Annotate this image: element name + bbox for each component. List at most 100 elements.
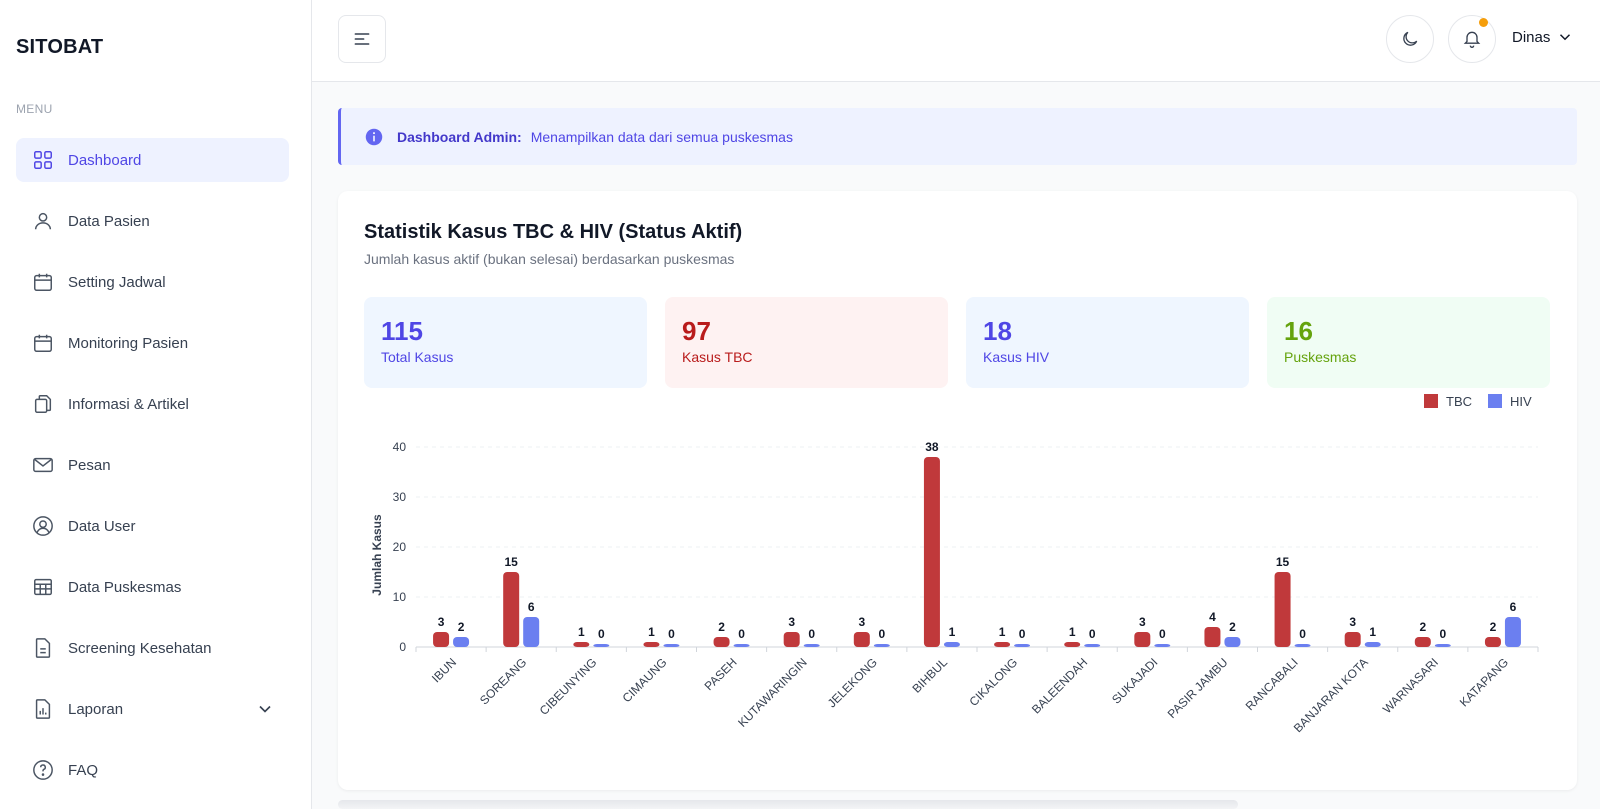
y-tick-label: 30 <box>393 490 407 504</box>
legend-label: TBC <box>1446 394 1472 409</box>
bar-value-label: 3 <box>858 615 865 629</box>
sidebar-item-monitoring-pasien[interactable]: Monitoring Pasien <box>16 321 289 365</box>
sidebar-item-label: Setting Jadwal <box>68 273 166 291</box>
chevron-down-icon <box>1560 34 1571 41</box>
sidebar-item-pesan[interactable]: Pesan <box>16 443 289 487</box>
x-tick-label: IBUN <box>429 655 459 685</box>
bar-value-label: 0 <box>668 627 675 641</box>
bar-value-label: 2 <box>458 620 465 634</box>
legend-tbc-swatch <box>1424 394 1438 408</box>
hiv-bar <box>873 644 890 647</box>
bar-chart-icon <box>31 697 55 721</box>
next-card-edge <box>338 800 1238 809</box>
hiv-bar <box>1224 637 1241 647</box>
x-tick-label: KATAPANG <box>1457 655 1511 709</box>
bar-value-label: 38 <box>925 440 939 454</box>
sidebar-item-setting-jadwal[interactable]: Setting Jadwal <box>16 260 289 304</box>
sidebar-item-data-puskesmas[interactable]: Data Puskesmas <box>16 565 289 609</box>
notifications-button[interactable] <box>1448 15 1496 63</box>
bar-value-label: 0 <box>598 627 605 641</box>
x-tick-label: BANJARAN KOTA <box>1291 655 1371 735</box>
sidebar-item-laporan[interactable]: Laporan <box>16 687 289 731</box>
hiv-bar <box>803 644 820 647</box>
tbc-bar <box>1484 637 1501 647</box>
bar-value-label: 1 <box>999 625 1006 639</box>
bar-value-label: 0 <box>1439 627 1446 641</box>
sidebar-item-label: Data Puskesmas <box>68 578 182 596</box>
bar-value-label: 3 <box>1349 615 1356 629</box>
tbc-bar <box>503 572 520 647</box>
stat-label: Kasus TBC <box>682 349 753 365</box>
x-tick-label: CIKALONG <box>966 655 1020 709</box>
tbc-bar <box>1064 642 1081 647</box>
mail-icon <box>31 453 55 477</box>
sidebar-item-data-pasien[interactable]: Data Pasien <box>16 199 289 243</box>
hiv-bar <box>593 644 610 647</box>
bar-value-label: 0 <box>1019 627 1026 641</box>
user-name: Dinas <box>1512 28 1551 46</box>
bar-value-label: 3 <box>1139 615 1146 629</box>
help-circle-icon <box>31 758 55 782</box>
x-tick-label: RANCABALI <box>1243 655 1301 713</box>
sidebar-item-dashboard[interactable]: Dashboard <box>16 138 289 182</box>
x-tick-label: CIBEUNYING <box>537 655 600 718</box>
theme-toggle-button[interactable] <box>1386 15 1434 63</box>
tbc-bar <box>1344 632 1361 647</box>
tbc-bar <box>643 642 660 647</box>
hiv-bar <box>1014 644 1031 647</box>
hiv-bar <box>943 642 960 647</box>
legend-hiv-swatch <box>1488 394 1502 408</box>
sidebar-item-faq[interactable]: FAQ <box>16 748 289 792</box>
sidebar-item-screening-kesehatan[interactable]: Screening Kesehatan <box>16 626 289 670</box>
stat-value: 97 <box>682 316 711 346</box>
sidebar-item-label: Dashboard <box>68 151 142 169</box>
x-tick-label: KUTAWARINGIN <box>735 655 810 730</box>
tbc-bar <box>1274 572 1291 647</box>
tbc-bar <box>573 642 590 647</box>
stat-value: 18 <box>983 316 1012 346</box>
chevron-down-icon[interactable] <box>255 699 275 719</box>
sidebar-item-label: Monitoring Pasien <box>68 334 189 352</box>
sidebar-item-label: Informasi & Artikel <box>68 395 189 413</box>
stat-kasus-hiv: 18 Kasus HIV <box>966 297 1249 388</box>
sidebar: SITOBAT MENU Dashboard Data Pasien Setti… <box>0 0 312 809</box>
hiv-bar <box>523 617 540 647</box>
sidebar-item-label: Pesan <box>68 456 111 474</box>
user-icon <box>31 209 55 233</box>
x-tick-label: PASEH <box>702 655 740 693</box>
bar-value-label: 3 <box>438 615 445 629</box>
hiv-bar <box>1434 644 1451 647</box>
info-icon <box>365 128 383 145</box>
x-tick-label: BIHBUL <box>909 655 950 696</box>
tbc-bar <box>433 632 450 647</box>
bar-value-label: 0 <box>1299 627 1306 641</box>
bar-value-label: 0 <box>1089 627 1096 641</box>
bar-value-label: 0 <box>738 627 745 641</box>
bar-value-label: 2 <box>1490 620 1497 634</box>
x-tick-label: JELEKONG <box>825 655 880 710</box>
bar-value-label: 0 <box>808 627 815 641</box>
bar-value-label: 1 <box>1369 625 1376 639</box>
alert-message: Menampilkan data dari semua puskesmas <box>530 128 793 145</box>
bar-value-label: 6 <box>1510 600 1517 614</box>
x-tick-label: BALEENDAH <box>1029 655 1090 716</box>
sidebar-item-label: Data User <box>68 517 136 535</box>
hiv-bar <box>1504 617 1521 647</box>
sidebar-item-data-user[interactable]: Data User <box>16 504 289 548</box>
calendar-icon <box>31 270 55 294</box>
bell-icon <box>1463 31 1481 48</box>
stat-label: Kasus HIV <box>983 349 1050 365</box>
file-text-icon <box>31 636 55 660</box>
y-tick-label: 20 <box>393 540 407 554</box>
app-brand: SITOBAT <box>16 36 104 58</box>
sidebar-item-label: Laporan <box>68 700 124 718</box>
user-menu-button[interactable]: Dinas <box>1512 28 1574 46</box>
sidebar-toggle-button[interactable] <box>338 15 386 63</box>
tbc-bar <box>853 632 870 647</box>
bar-value-label: 1 <box>578 625 585 639</box>
bar-value-label: 3 <box>788 615 795 629</box>
hiv-bar <box>1154 644 1171 647</box>
sidebar-item-informasi-artikel[interactable]: Informasi & Artikel <box>16 382 289 426</box>
bar-value-label: 15 <box>1276 555 1290 569</box>
